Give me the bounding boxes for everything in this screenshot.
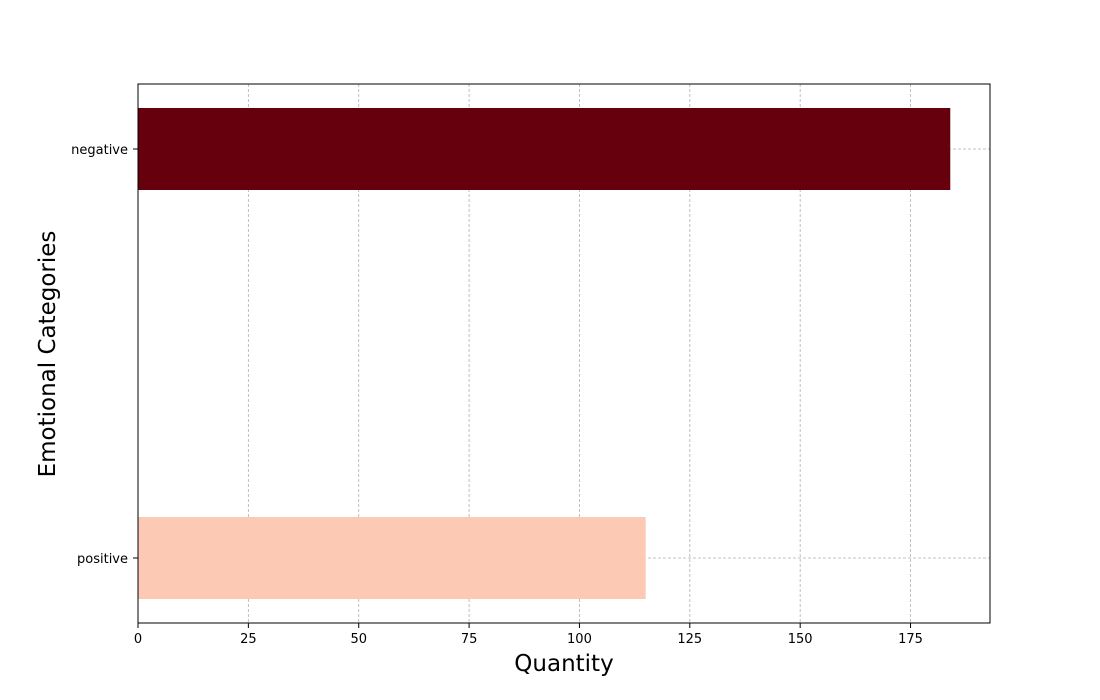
y-tick-label: positive (77, 552, 128, 567)
y-tick-label: negative (71, 143, 128, 158)
bars (138, 108, 951, 599)
bar-negative (138, 108, 951, 190)
bar-positive (138, 517, 646, 599)
axis-ticks: 0 25 50 75 100 125 150 175 negative positive (71, 143, 923, 647)
x-tick-label: 0 (134, 632, 142, 647)
x-tick-label: 100 (567, 632, 592, 647)
x-tick-label: 25 (240, 632, 257, 647)
x-tick-label: 50 (350, 632, 367, 647)
x-tick-label: 175 (898, 632, 923, 647)
x-tick-label: 125 (677, 632, 702, 647)
x-tick-label: 75 (461, 632, 478, 647)
plot-area-frame (137, 83, 991, 624)
x-axis-title: Quantity (514, 651, 613, 677)
y-axis-title: Emotional Categories (35, 231, 61, 478)
x-tick-label: 150 (788, 632, 813, 647)
